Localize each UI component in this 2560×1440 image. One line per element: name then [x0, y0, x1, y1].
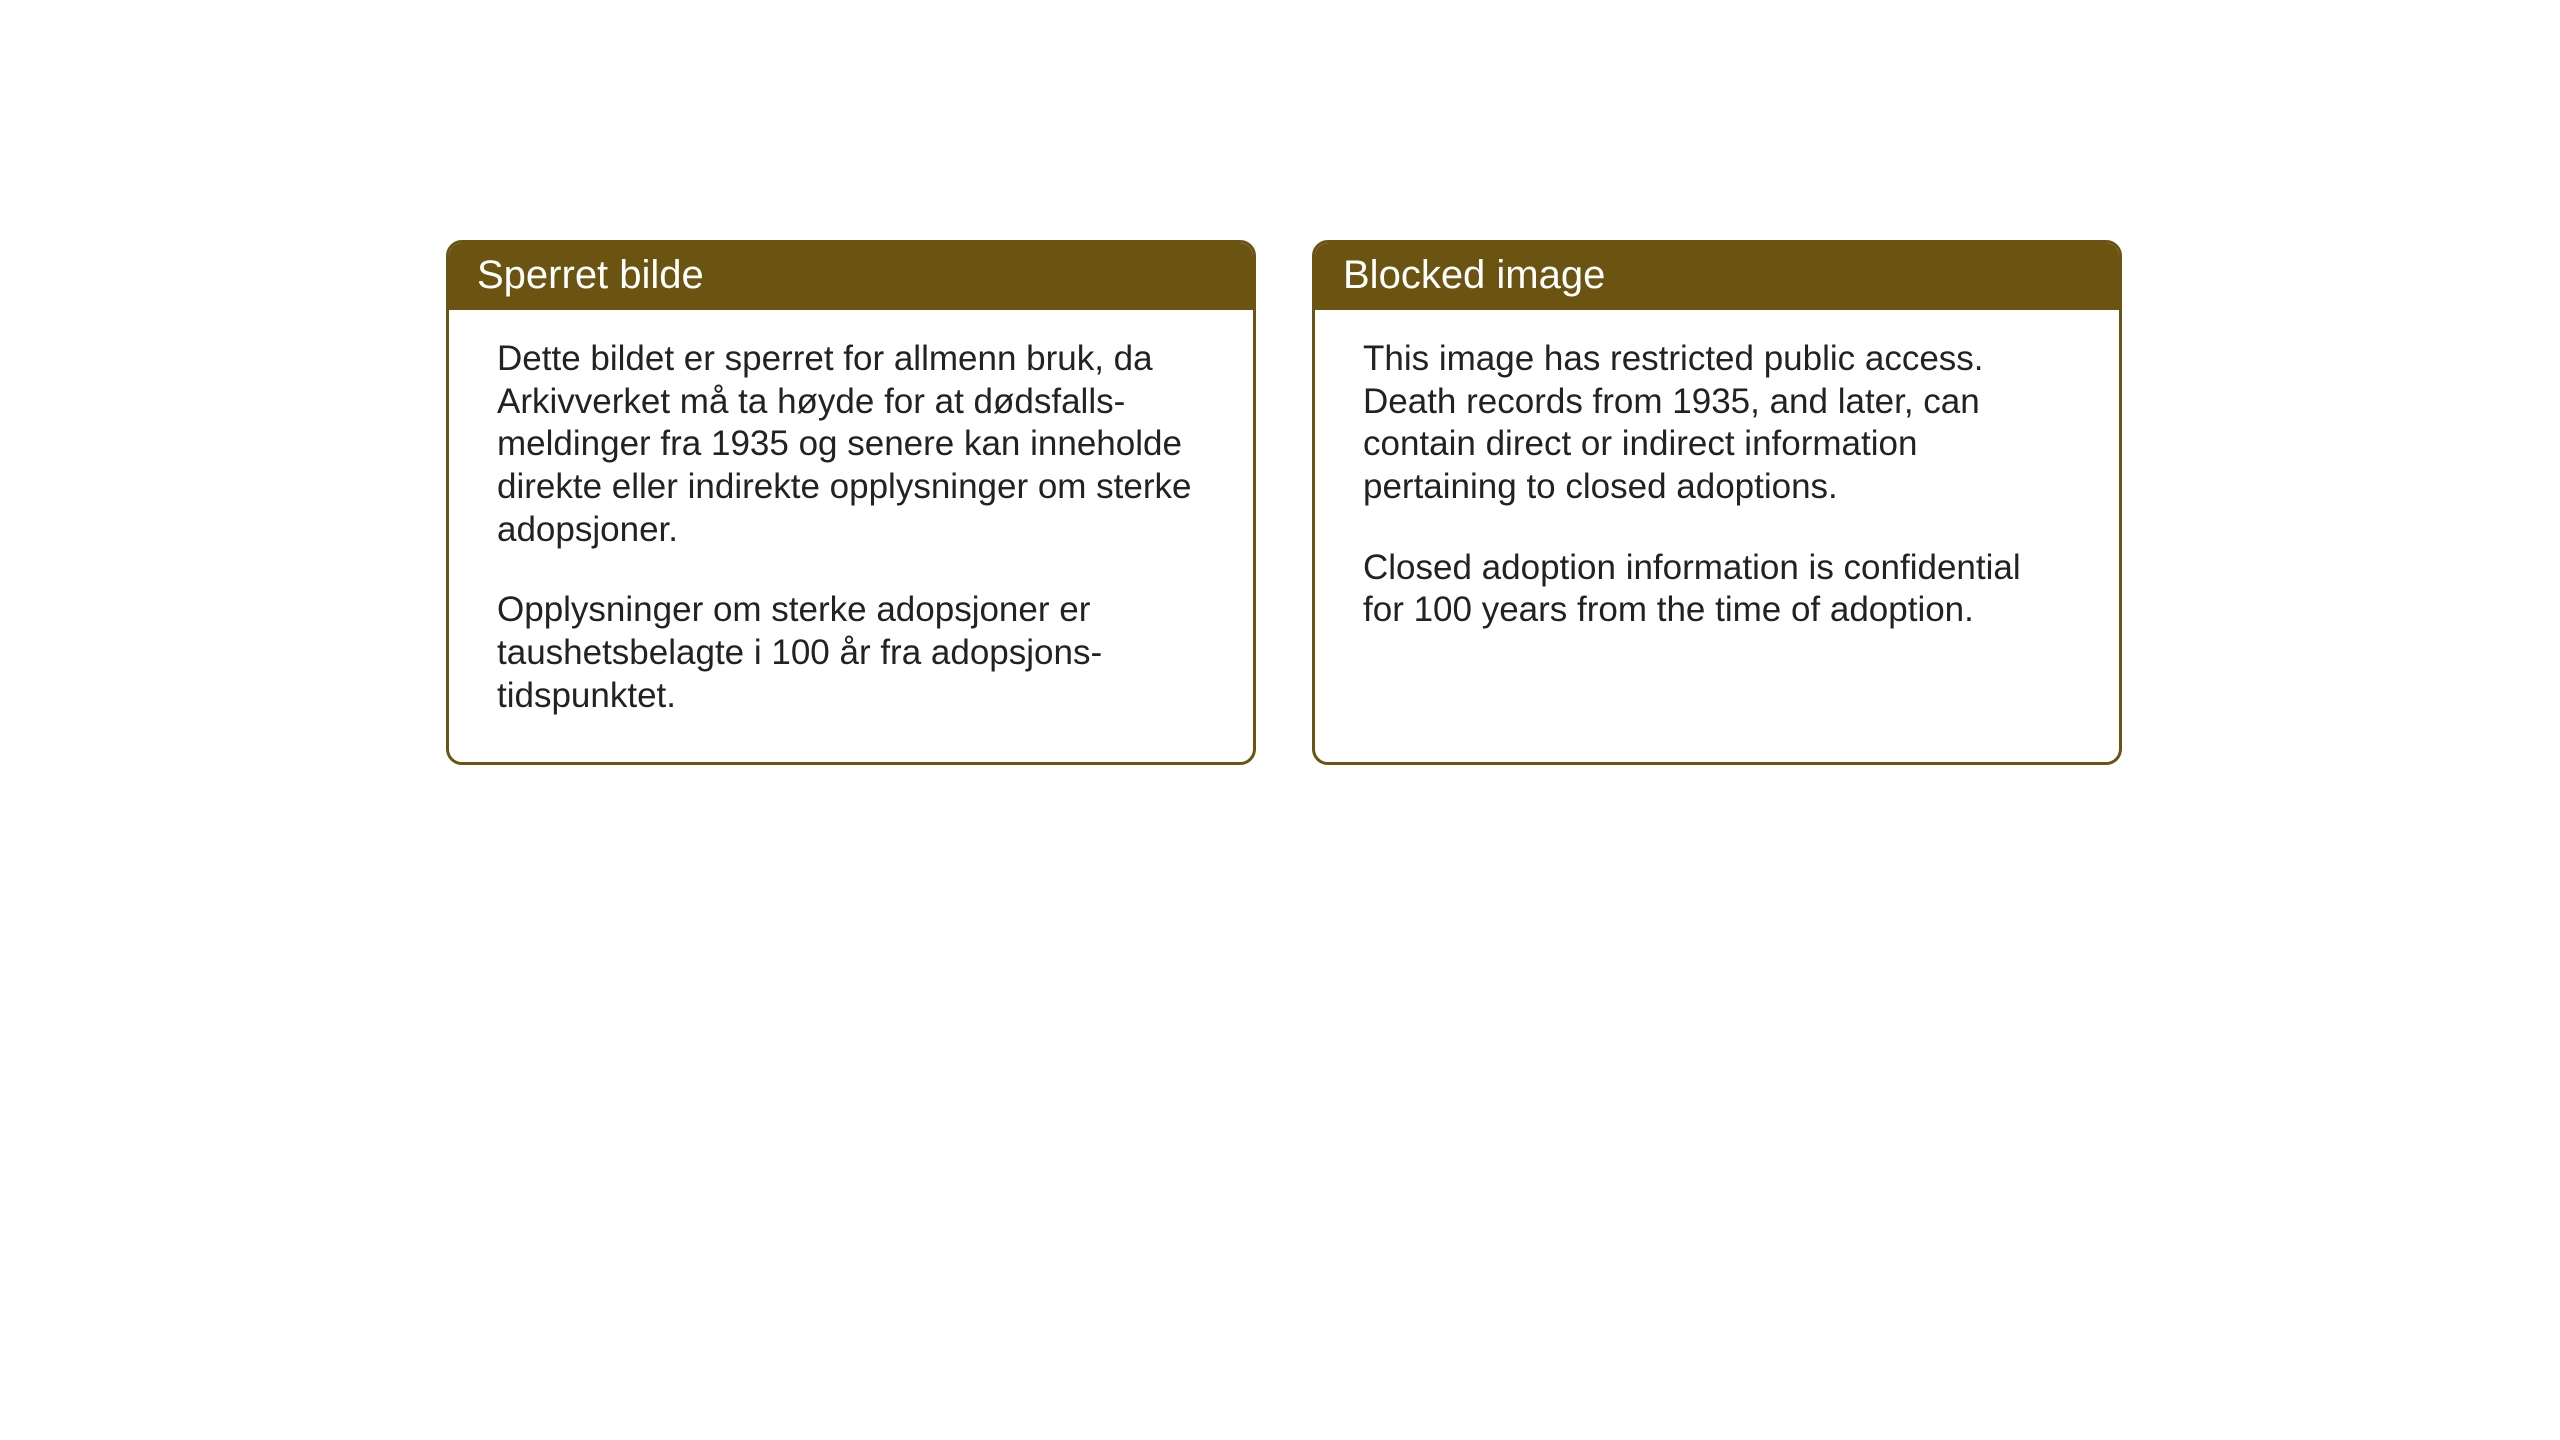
card-body-english: This image has restricted public access.…: [1315, 310, 2119, 676]
notice-container: Sperret bilde Dette bildet er sperret fo…: [446, 240, 2122, 765]
card-body-norwegian: Dette bildet er sperret for allmenn bruk…: [449, 310, 1253, 762]
card-paragraph-english-2: Closed adoption information is confident…: [1363, 547, 2071, 632]
card-paragraph-norwegian-2: Opplysninger om sterke adopsjoner er tau…: [497, 589, 1205, 717]
notice-card-english: Blocked image This image has restricted …: [1312, 240, 2122, 765]
card-paragraph-english-1: This image has restricted public access.…: [1363, 338, 2071, 509]
card-header-norwegian: Sperret bilde: [449, 243, 1253, 310]
notice-card-norwegian: Sperret bilde Dette bildet er sperret fo…: [446, 240, 1256, 765]
card-paragraph-norwegian-1: Dette bildet er sperret for allmenn bruk…: [497, 338, 1205, 551]
card-title-norwegian: Sperret bilde: [477, 253, 704, 297]
card-title-english: Blocked image: [1343, 253, 1605, 297]
card-header-english: Blocked image: [1315, 243, 2119, 310]
